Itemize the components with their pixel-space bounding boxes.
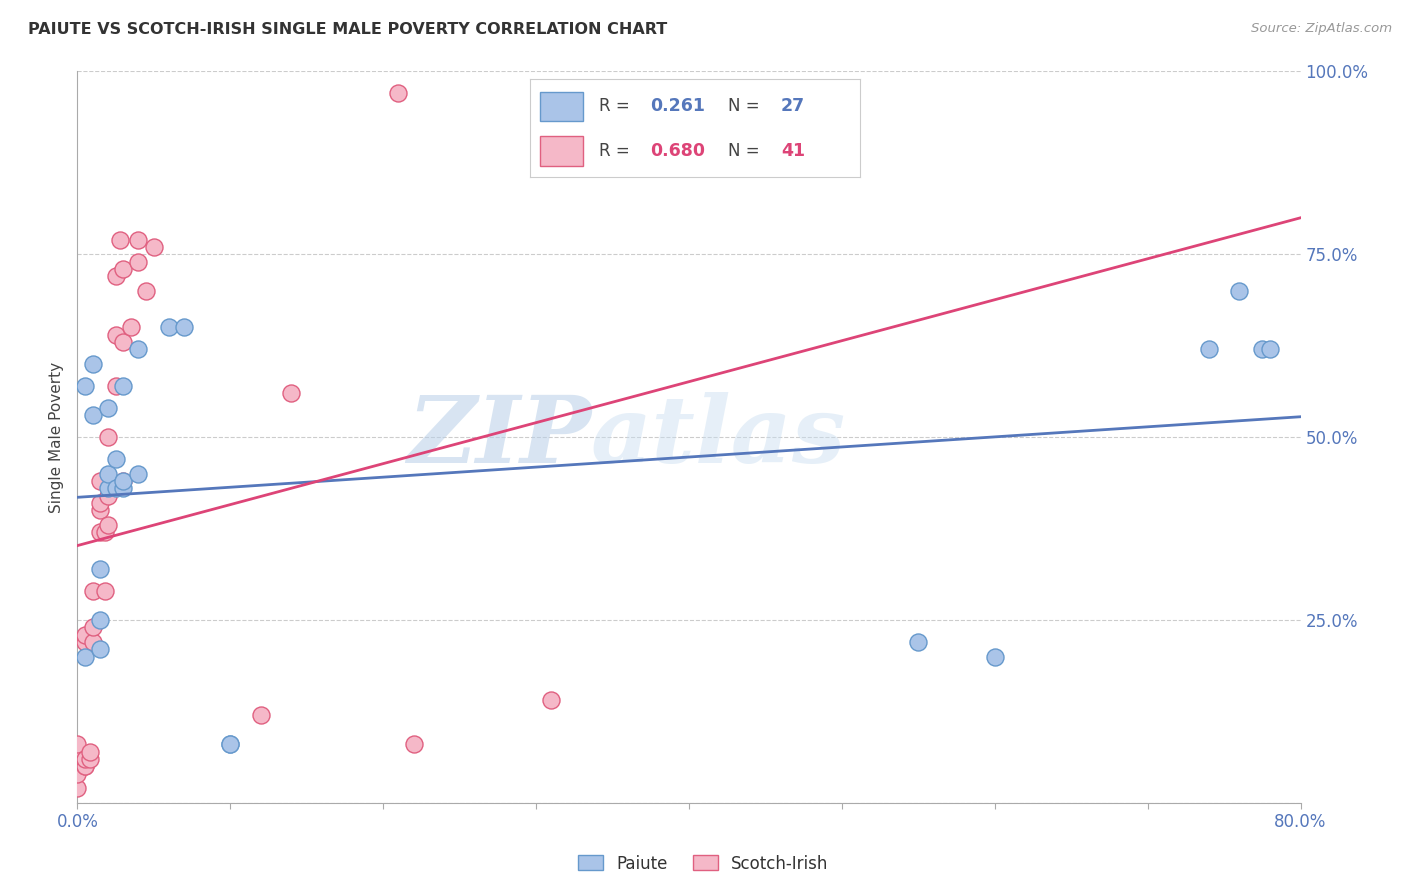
Point xyxy=(89,642,111,657)
Point xyxy=(82,583,104,598)
Point xyxy=(1198,343,1220,357)
Point xyxy=(250,708,273,723)
Point xyxy=(112,481,135,495)
Point xyxy=(128,254,150,268)
Point xyxy=(128,233,150,247)
Point xyxy=(157,320,180,334)
Point xyxy=(128,343,150,357)
Point xyxy=(66,737,89,751)
Point xyxy=(219,737,242,751)
Point xyxy=(97,481,120,495)
Point xyxy=(142,240,165,254)
Point xyxy=(73,759,96,773)
Point xyxy=(82,620,104,634)
Text: atlas: atlas xyxy=(591,392,846,482)
Point xyxy=(1229,284,1251,298)
Point xyxy=(387,87,409,101)
Point xyxy=(73,752,96,766)
Point xyxy=(112,474,135,488)
Text: ZIP: ZIP xyxy=(406,392,591,482)
Point xyxy=(97,430,120,444)
Point xyxy=(66,752,89,766)
Point xyxy=(89,496,111,510)
Point xyxy=(89,562,111,576)
Point xyxy=(82,357,104,371)
Point xyxy=(907,635,929,649)
Y-axis label: Single Male Poverty: Single Male Poverty xyxy=(49,361,65,513)
Point xyxy=(97,401,120,415)
Point xyxy=(173,320,195,334)
Point xyxy=(66,745,89,759)
Point xyxy=(94,583,117,598)
Text: Source: ZipAtlas.com: Source: ZipAtlas.com xyxy=(1251,22,1392,36)
Point xyxy=(104,269,127,284)
Point xyxy=(108,233,131,247)
Point xyxy=(402,737,425,751)
Point xyxy=(112,474,135,488)
Point xyxy=(104,327,127,342)
Point xyxy=(82,635,104,649)
Point xyxy=(97,467,120,481)
Point xyxy=(79,745,101,759)
Point xyxy=(540,693,562,707)
Point xyxy=(112,261,135,276)
Point xyxy=(104,452,127,467)
Point xyxy=(89,503,111,517)
Point xyxy=(1258,343,1281,357)
Point xyxy=(104,481,127,495)
Point xyxy=(104,379,127,393)
Point xyxy=(73,635,96,649)
Point xyxy=(73,649,96,664)
Point xyxy=(82,408,104,422)
Point xyxy=(128,467,150,481)
Point xyxy=(79,752,101,766)
Point xyxy=(73,627,96,641)
Point xyxy=(66,781,89,796)
Point xyxy=(219,737,242,751)
Point xyxy=(89,474,111,488)
Point xyxy=(120,320,142,334)
Point xyxy=(94,525,117,540)
Legend: Paiute, Scotch-Irish: Paiute, Scotch-Irish xyxy=(571,848,835,880)
Point xyxy=(112,379,135,393)
Point xyxy=(280,386,302,401)
Point xyxy=(73,759,96,773)
Point xyxy=(97,517,120,532)
Text: PAIUTE VS SCOTCH-IRISH SINGLE MALE POVERTY CORRELATION CHART: PAIUTE VS SCOTCH-IRISH SINGLE MALE POVER… xyxy=(28,22,668,37)
Point xyxy=(984,649,1007,664)
Point xyxy=(135,284,157,298)
Point xyxy=(66,766,89,780)
Point xyxy=(89,613,111,627)
Point xyxy=(112,334,135,349)
Point xyxy=(1251,343,1274,357)
Point xyxy=(97,489,120,503)
Point xyxy=(73,379,96,393)
Point xyxy=(89,525,111,540)
